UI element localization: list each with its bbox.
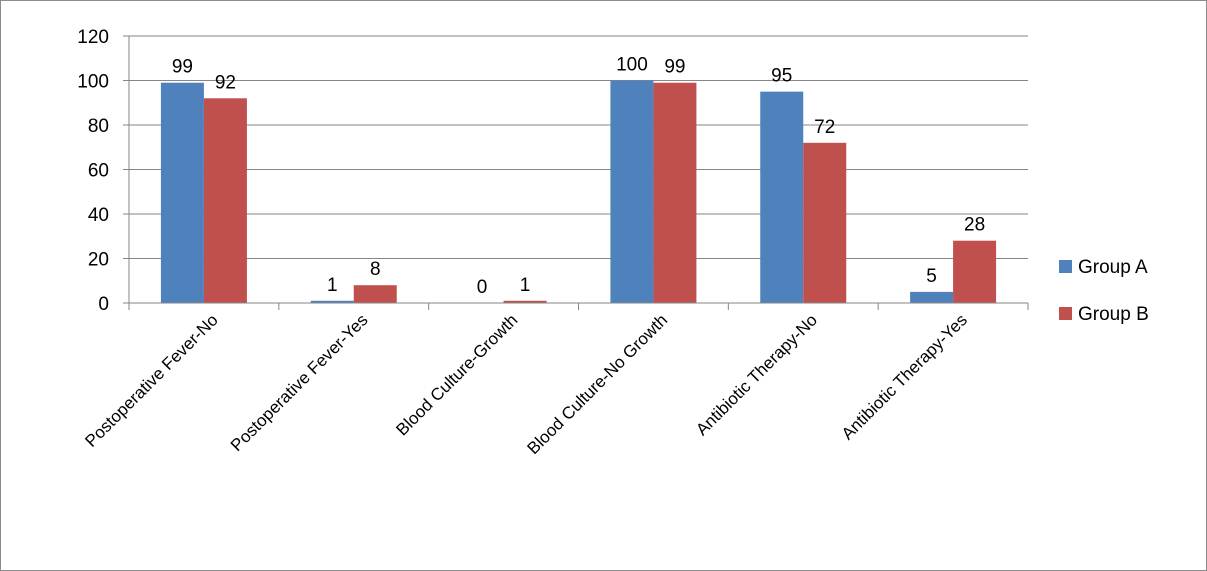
bar-group-b <box>203 98 247 303</box>
data-labels: 99 92 1 8 0 1 100 99 95 72 5 28 <box>172 55 985 299</box>
x-tick-labels: Postoperative Fever-No Postoperative Feve… <box>81 310 971 458</box>
x-tick-label: Antibiotic Therapy-No <box>692 310 821 439</box>
data-label: 1 <box>327 275 338 296</box>
bar-group-a <box>760 91 804 303</box>
data-label: 95 <box>771 66 792 87</box>
gridlines <box>129 35 1028 259</box>
data-label: 5 <box>926 266 937 287</box>
bar-group-a <box>160 82 204 303</box>
bar-group-a <box>910 291 954 303</box>
x-tick-label: Antibiotic Therapy-Yes <box>838 310 971 443</box>
x-tick-label: Blood Culture-No Growth <box>524 310 672 458</box>
data-label: 100 <box>616 55 648 76</box>
bar-group-a <box>610 80 654 303</box>
data-label: 28 <box>964 215 985 236</box>
data-label: 99 <box>664 57 685 78</box>
bar-group-b <box>653 82 697 303</box>
bar-group-b <box>353 285 397 303</box>
bar-group-b <box>803 142 847 303</box>
data-label: 1 <box>520 275 531 296</box>
legend: Group A Group B <box>1059 257 1149 325</box>
data-label: 8 <box>370 259 381 280</box>
data-label: 0 <box>477 277 488 298</box>
bar-group-b <box>503 300 547 303</box>
data-label: 92 <box>215 72 236 93</box>
y-tick-label: 80 <box>88 116 109 137</box>
y-tick-labels: 0 20 40 60 80 100 120 <box>77 27 109 315</box>
bars <box>160 80 997 303</box>
y-tick-label: 120 <box>77 27 109 48</box>
legend-swatch <box>1059 307 1072 320</box>
bar-group-b <box>953 240 997 303</box>
data-label: 72 <box>814 117 835 138</box>
axes <box>123 35 1029 310</box>
bar-group-a <box>310 300 354 303</box>
x-tick-label: Postoperative Fever-Yes <box>227 310 372 455</box>
legend-label: Group A <box>1078 257 1148 278</box>
y-tick-label: 40 <box>88 205 109 226</box>
y-tick-label: 20 <box>88 250 109 271</box>
y-tick-label: 60 <box>88 161 109 182</box>
x-tick-label: Blood Culture-Growth <box>392 310 521 439</box>
legend-swatch <box>1059 260 1072 273</box>
y-tick-label: 100 <box>77 72 109 93</box>
x-tick-label: Postoperative Fever-No <box>81 310 221 450</box>
y-tick-label: 0 <box>98 294 109 315</box>
legend-label: Group B <box>1078 304 1149 325</box>
data-label: 99 <box>172 57 193 78</box>
